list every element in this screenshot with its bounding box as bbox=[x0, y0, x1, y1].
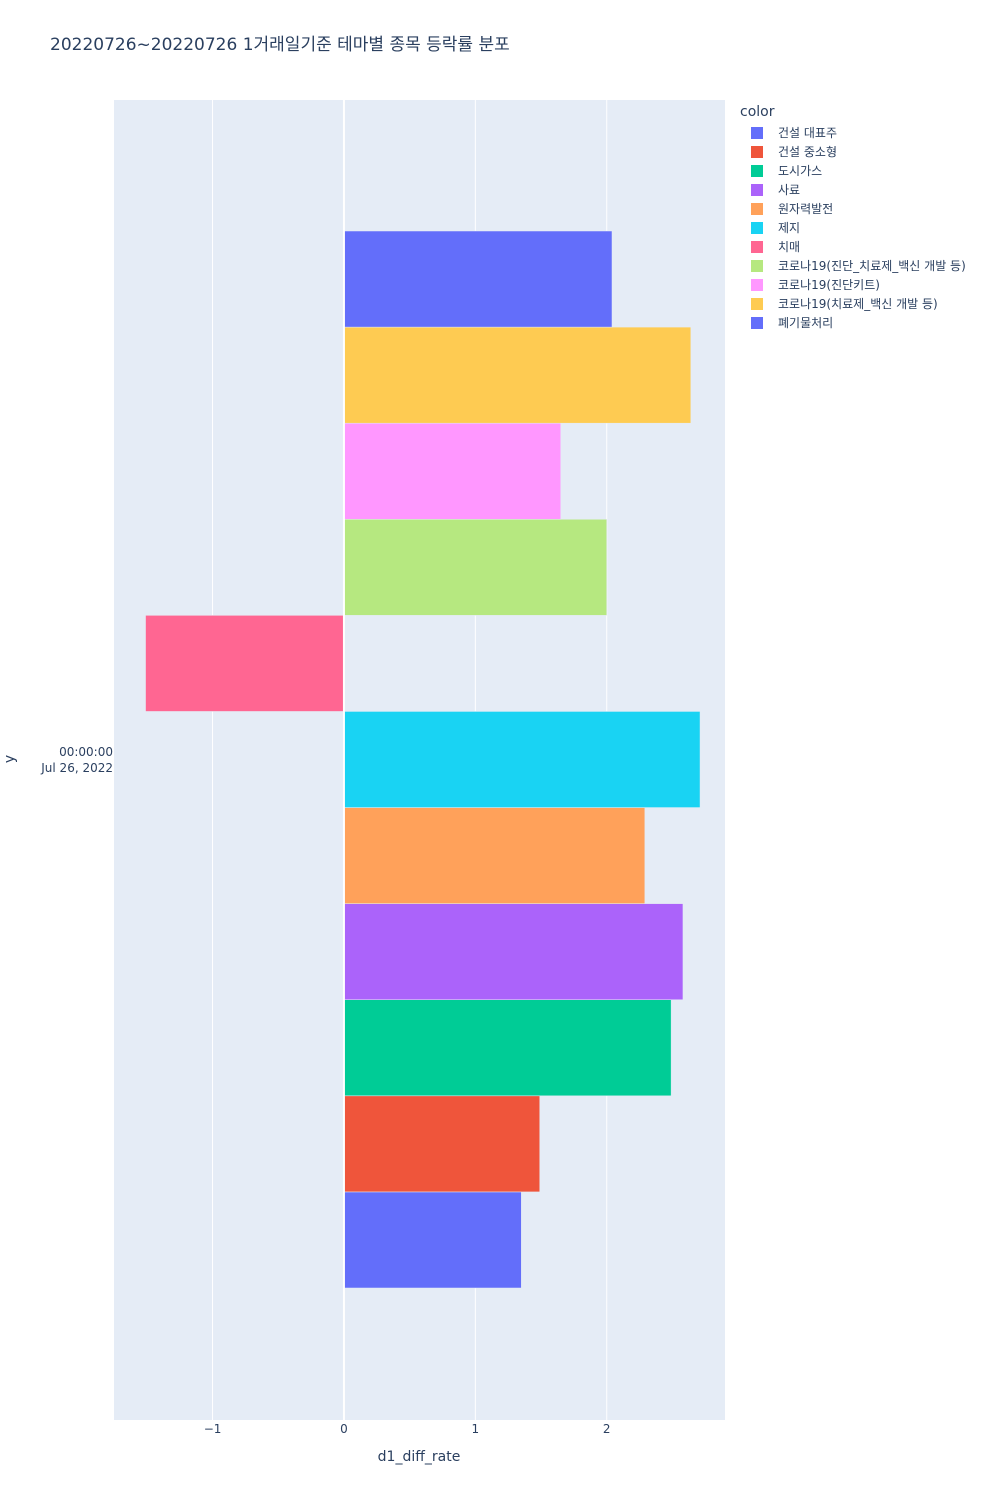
legend-swatch bbox=[751, 259, 763, 272]
legend-swatch bbox=[751, 278, 763, 291]
y-tick-label-date: Jul 26, 2022 bbox=[40, 761, 113, 775]
bar-11[interactable] bbox=[343, 230, 613, 328]
legend-item[interactable]: 제지 bbox=[740, 218, 966, 237]
legend-item[interactable]: 건설 중소형 bbox=[740, 142, 966, 161]
legend-title: color bbox=[740, 104, 775, 120]
legend-item[interactable]: 코로나19(진단키트) bbox=[740, 275, 966, 294]
legend-item[interactable]: 사료 bbox=[740, 180, 966, 199]
legend-label: 건설 중소형 bbox=[778, 145, 838, 159]
legend-swatch bbox=[751, 164, 763, 177]
legend-label: 도시가스 bbox=[778, 164, 823, 178]
legend-swatch bbox=[751, 240, 763, 253]
legend-item[interactable]: 치매 bbox=[740, 237, 966, 256]
legend-label: 원자력발전 bbox=[778, 202, 834, 216]
legend-swatch bbox=[751, 183, 763, 196]
x-tick-label: 1 bbox=[472, 1422, 480, 1436]
legend-label: 코로나19(진단키트) bbox=[778, 278, 880, 292]
bars bbox=[145, 230, 701, 1289]
legend-swatch bbox=[751, 316, 763, 329]
legend-item[interactable]: 폐기물처리 bbox=[740, 313, 966, 332]
legend-label: 제지 bbox=[778, 221, 801, 235]
legend-item[interactable]: 원자력발전 bbox=[740, 199, 966, 218]
legend-item[interactable]: 도시가스 bbox=[740, 161, 966, 180]
bar-10[interactable] bbox=[343, 326, 692, 424]
y-axis-title: y bbox=[2, 755, 18, 763]
bar-8[interactable] bbox=[343, 519, 607, 616]
legend-item[interactable]: 코로나19(치료제_백신 개발 등) bbox=[740, 294, 966, 313]
legend-label: 치매 bbox=[778, 240, 801, 254]
y-tick-labels: 00:00:00 Jul 26, 2022 bbox=[40, 745, 113, 775]
bar-9[interactable] bbox=[343, 422, 562, 520]
x-tick-label: −1 bbox=[204, 1422, 222, 1436]
x-axis-title: d1_diff_rate bbox=[378, 1449, 461, 1465]
legend-label: 코로나19(치료제_백신 개발 등) bbox=[778, 297, 938, 311]
legend-swatch bbox=[751, 297, 763, 310]
legend-item[interactable]: 코로나19(진단_치료제_백신 개발 등) bbox=[740, 256, 966, 275]
legend-label: 건설 대표주 bbox=[778, 126, 838, 140]
legend-item[interactable]: 건설 대표주 bbox=[740, 123, 966, 142]
bar-5[interactable] bbox=[343, 807, 646, 904]
bar-2[interactable] bbox=[343, 1095, 540, 1193]
legend-label: 폐기물처리 bbox=[778, 316, 834, 330]
legend-label: 사료 bbox=[778, 183, 801, 197]
x-tick-labels: −1 0 1 2 bbox=[204, 1422, 611, 1436]
bar-1[interactable] bbox=[343, 1191, 522, 1289]
legend-swatch bbox=[751, 145, 763, 158]
bar-4[interactable] bbox=[343, 903, 684, 1000]
x-tick-label: 0 bbox=[340, 1422, 348, 1436]
legend-swatch bbox=[751, 202, 763, 215]
bar-6[interactable] bbox=[343, 711, 701, 808]
legend-swatch bbox=[751, 126, 763, 139]
legend-swatch bbox=[751, 221, 763, 234]
bar-3[interactable] bbox=[343, 999, 672, 1097]
bar-7[interactable] bbox=[145, 615, 345, 712]
x-tick-label: 2 bbox=[603, 1422, 611, 1436]
chart-title: 20220726~20220726 1거래일기준 테마별 종목 등락률 분포 bbox=[50, 35, 510, 55]
legend-label: 코로나19(진단_치료제_백신 개발 등) bbox=[778, 259, 966, 273]
y-tick-label-time: 00:00:00 bbox=[59, 745, 113, 759]
